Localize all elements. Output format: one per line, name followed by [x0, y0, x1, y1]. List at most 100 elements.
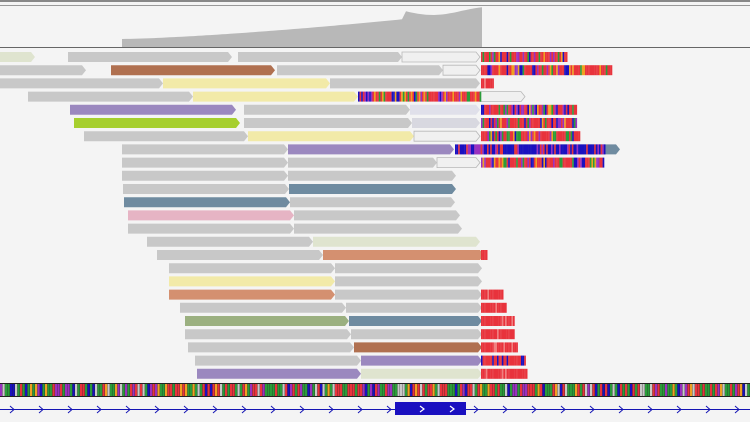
- read-segment[interactable]: [244, 104, 410, 115]
- read-segment[interactable]: [0, 52, 35, 62]
- read-segment[interactable]: [122, 157, 288, 168]
- read-segment[interactable]: [197, 368, 361, 379]
- read-row[interactable]: [70, 104, 578, 115]
- read-segment[interactable]: [335, 276, 482, 287]
- read-segment[interactable]: [169, 289, 335, 300]
- read-segment[interactable]: [238, 52, 402, 62]
- read-row[interactable]: [169, 263, 482, 274]
- read-row[interactable]: [195, 355, 526, 366]
- read-segment[interactable]: [288, 144, 454, 155]
- read-segment[interactable]: [248, 131, 414, 142]
- read-row[interactable]: [169, 276, 482, 287]
- read-segment[interactable]: [346, 302, 482, 313]
- read-segment[interactable]: [169, 263, 335, 274]
- read-segment[interactable]: [330, 78, 480, 89]
- read-segment[interactable]: [163, 78, 330, 89]
- read-segment[interactable]: [195, 355, 361, 366]
- read-segment[interactable]: [323, 250, 484, 260]
- read-row[interactable]: [157, 250, 488, 260]
- read-segment[interactable]: [351, 329, 482, 340]
- read-segment[interactable]: [128, 223, 294, 234]
- read-segment[interactable]: [361, 368, 482, 379]
- read-segment[interactable]: [361, 355, 482, 366]
- read-segment[interactable]: [294, 223, 462, 234]
- read-segment[interactable]: [0, 65, 86, 76]
- read-segment[interactable]: [354, 342, 482, 353]
- read-segment[interactable]: [123, 184, 289, 194]
- read-segment[interactable]: [335, 289, 482, 300]
- mismatch-base: [571, 144, 574, 155]
- read-segment[interactable]: [290, 197, 455, 208]
- read-segment[interactable]: [410, 104, 480, 115]
- read-row[interactable]: [0, 51, 568, 63]
- reads-track[interactable]: [0, 51, 620, 379]
- read-row[interactable]: [122, 144, 620, 155]
- mismatch-base: [515, 144, 518, 155]
- sequence-base: [635, 384, 638, 396]
- read-row[interactable]: [197, 368, 528, 379]
- read-row[interactable]: [128, 210, 460, 221]
- read-segment[interactable]: [128, 210, 294, 221]
- read-segment[interactable]: [169, 276, 335, 287]
- read-segment[interactable]: [122, 144, 288, 155]
- read-row[interactable]: [74, 118, 578, 128]
- read-row[interactable]: [0, 78, 494, 89]
- read-row[interactable]: [122, 170, 456, 181]
- read-segment[interactable]: [111, 65, 275, 76]
- read-row[interactable]: [180, 302, 507, 313]
- read-segment[interactable]: [122, 170, 288, 181]
- read-segment[interactable]: [157, 250, 323, 260]
- read-segment[interactable]: [479, 91, 526, 102]
- read-row[interactable]: [188, 342, 518, 353]
- read-segment[interactable]: [349, 316, 482, 326]
- read-segment[interactable]: [180, 302, 346, 313]
- read-segment[interactable]: [413, 130, 481, 142]
- read-row[interactable]: [84, 130, 581, 142]
- read-row[interactable]: [124, 197, 455, 208]
- read-row[interactable]: [0, 64, 613, 76]
- read-segment[interactable]: [442, 64, 481, 76]
- read-segment[interactable]: [185, 329, 351, 340]
- read-segment[interactable]: [289, 184, 456, 194]
- read-segment[interactable]: [412, 118, 480, 128]
- read-segment[interactable]: [193, 91, 358, 102]
- read-row[interactable]: [147, 236, 480, 247]
- read-segment[interactable]: [244, 118, 412, 128]
- read-row[interactable]: [28, 91, 526, 102]
- read-row[interactable]: [185, 329, 515, 340]
- read-segment[interactable]: [185, 316, 349, 326]
- read-segment[interactable]: [436, 157, 481, 168]
- read-segment[interactable]: [294, 210, 460, 221]
- read-segment[interactable]: [70, 104, 236, 115]
- mismatch-base: [569, 65, 571, 76]
- read-segment[interactable]: [313, 236, 480, 247]
- read-row[interactable]: [185, 316, 515, 326]
- read-segment[interactable]: [335, 263, 482, 274]
- read-row[interactable]: [123, 184, 456, 194]
- mismatch-base: [485, 329, 488, 340]
- read-segment[interactable]: [0, 78, 163, 89]
- read-segment[interactable]: [28, 91, 193, 102]
- mismatch-base: [406, 91, 408, 102]
- sequence-base: [390, 384, 393, 396]
- mismatch-base: [495, 131, 498, 142]
- read-segment[interactable]: [124, 197, 290, 208]
- mismatch-base: [552, 144, 555, 155]
- read-row[interactable]: [169, 289, 504, 300]
- read-segment[interactable]: [74, 118, 240, 128]
- read-row[interactable]: [128, 223, 462, 234]
- read-segment[interactable]: [288, 170, 456, 181]
- read-segment[interactable]: [188, 342, 354, 353]
- gene-exon[interactable]: [395, 402, 466, 415]
- gene-track[interactable]: [0, 402, 750, 415]
- read-segment[interactable]: [288, 157, 437, 168]
- read-segment[interactable]: [147, 236, 313, 247]
- sequence-base: [745, 384, 748, 396]
- read-row[interactable]: [122, 157, 605, 168]
- read-segment[interactable]: [84, 131, 248, 142]
- read-segment[interactable]: [277, 65, 443, 76]
- read-segment[interactable]: [68, 52, 232, 62]
- read-segment[interactable]: [401, 51, 481, 63]
